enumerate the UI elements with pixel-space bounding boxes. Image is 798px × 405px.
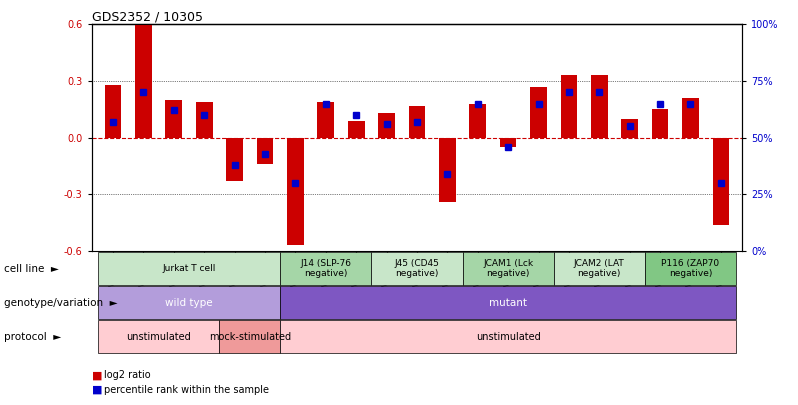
- Bar: [645, 252, 736, 285]
- Bar: [257, 138, 274, 164]
- Text: unstimulated: unstimulated: [126, 332, 191, 341]
- Bar: [98, 286, 280, 319]
- Bar: [318, 102, 334, 138]
- Bar: [439, 138, 456, 202]
- Bar: [165, 100, 182, 138]
- Text: mock-stimulated: mock-stimulated: [209, 332, 290, 341]
- Bar: [98, 252, 280, 285]
- Text: log2 ratio: log2 ratio: [104, 371, 150, 380]
- Bar: [560, 75, 577, 138]
- Bar: [463, 252, 554, 285]
- Bar: [280, 252, 371, 285]
- Bar: [196, 102, 212, 138]
- Bar: [500, 138, 516, 147]
- Text: percentile rank within the sample: percentile rank within the sample: [104, 385, 269, 394]
- Bar: [280, 320, 736, 353]
- Bar: [280, 286, 736, 319]
- Bar: [554, 252, 645, 285]
- Text: J45 (CD45
negative): J45 (CD45 negative): [394, 259, 440, 278]
- Text: ■: ■: [92, 385, 102, 394]
- Bar: [713, 138, 729, 225]
- Bar: [105, 85, 121, 138]
- Bar: [530, 87, 547, 138]
- Bar: [98, 320, 219, 353]
- Text: genotype/variation  ►: genotype/variation ►: [4, 298, 117, 307]
- Text: ■: ■: [92, 371, 102, 380]
- Text: J14 (SLP-76
negative): J14 (SLP-76 negative): [300, 259, 351, 278]
- Bar: [409, 106, 425, 138]
- Text: cell line  ►: cell line ►: [4, 264, 59, 273]
- Text: Jurkat T cell: Jurkat T cell: [162, 264, 215, 273]
- Text: protocol  ►: protocol ►: [4, 332, 61, 341]
- Text: mutant: mutant: [489, 298, 527, 307]
- Bar: [652, 109, 669, 138]
- Bar: [591, 75, 607, 138]
- Bar: [622, 119, 638, 138]
- Bar: [371, 252, 463, 285]
- Bar: [135, 22, 152, 138]
- Text: P116 (ZAP70
negative): P116 (ZAP70 negative): [662, 259, 720, 278]
- Bar: [287, 138, 304, 245]
- Text: wild type: wild type: [165, 298, 213, 307]
- Text: unstimulated: unstimulated: [476, 332, 540, 341]
- Text: JCAM2 (LAT
negative): JCAM2 (LAT negative): [574, 259, 625, 278]
- Bar: [348, 121, 365, 138]
- Bar: [219, 320, 280, 353]
- Text: JCAM1 (Lck
negative): JCAM1 (Lck negative): [483, 259, 533, 278]
- Bar: [469, 104, 486, 138]
- Bar: [227, 138, 243, 181]
- Text: GDS2352 / 10305: GDS2352 / 10305: [92, 10, 203, 23]
- Bar: [682, 98, 699, 138]
- Bar: [378, 113, 395, 138]
